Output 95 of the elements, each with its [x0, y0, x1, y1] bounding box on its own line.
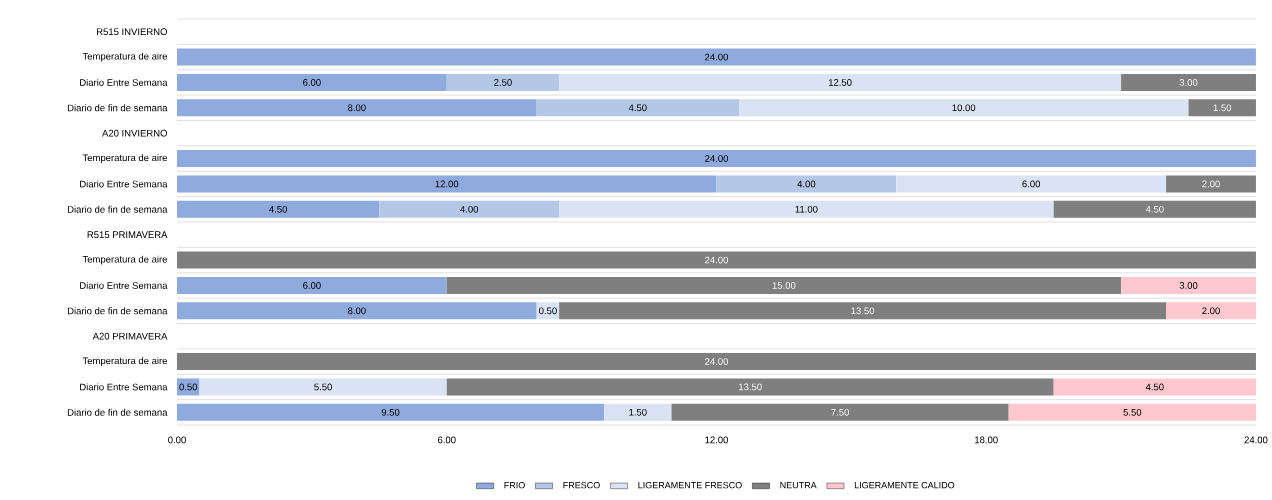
data-label: 3.00: [1179, 282, 1198, 289]
data-label: 1.50: [629, 408, 647, 416]
y-tick-label: Temperatura de aire: [82, 52, 168, 62]
data-label: 4.00: [797, 180, 816, 188]
data-label: 0.50: [179, 383, 198, 391]
y-tick-label: Diario Entre Semana: [80, 281, 168, 289]
data-label: 12.50: [828, 79, 852, 86]
data-label: 2.00: [1202, 180, 1220, 188]
data-label: 12.00: [435, 180, 459, 188]
bar: [177, 251, 1256, 269]
data-label: 5.50: [314, 383, 332, 391]
data-label: 11.00: [795, 205, 818, 213]
bar: [177, 175, 717, 193]
y-tick-label: Diario de fin de semana: [67, 408, 168, 416]
legend-label: LIGERAMENTE FRESCO: [638, 481, 742, 489]
data-label: 8.00: [348, 104, 366, 112]
data-label: 8.00: [348, 307, 366, 315]
bar: [177, 302, 537, 320]
data-label: 5.50: [1123, 408, 1142, 416]
legend-label: FRESCO: [563, 481, 600, 489]
bar: [1121, 276, 1256, 294]
data-label: 24.00: [705, 256, 728, 264]
bar: [1188, 99, 1256, 117]
bar: [671, 403, 1009, 421]
y-tick-label: Temperatura de aire: [82, 255, 168, 265]
data-label: 4.00: [460, 205, 479, 213]
y-tick-label: R515 PRIMAVERA: [87, 231, 168, 238]
legend-label: NEUTRA: [780, 482, 817, 489]
data-label: 6.00: [303, 282, 321, 289]
y-tick-label: Diario de fin de semana: [67, 104, 168, 112]
bar: [716, 175, 897, 193]
bar: [177, 73, 447, 91]
bar: [177, 150, 1256, 168]
y-tick-label: Diario de fin de semana: [67, 205, 168, 213]
x-tick-label: 0.00: [168, 436, 186, 444]
data-label: 4.50: [269, 205, 288, 213]
data-label: 4.50: [1145, 205, 1164, 213]
bar: [1053, 200, 1256, 218]
y-tick-label: Diario Entre Semana: [80, 180, 168, 188]
data-label: 2.00: [1202, 307, 1220, 315]
bar: [1121, 73, 1256, 91]
data-label: 2.50: [494, 79, 512, 86]
data-label: 4.50: [1145, 383, 1164, 391]
y-tick-label: Temperatura de aire: [82, 357, 168, 366]
data-label: 4.50: [628, 104, 647, 112]
data-label: 6.00: [1022, 180, 1041, 188]
data-label: 13.50: [739, 383, 762, 391]
bar: [199, 378, 447, 396]
data-label: 24.00: [705, 358, 728, 365]
y-tick-label: Diario Entre Semana: [80, 78, 168, 86]
bar: [379, 200, 560, 218]
bar: [177, 99, 537, 117]
y-tick-label: A20 PRIMAVERA: [92, 332, 168, 340]
bar: [536, 99, 739, 117]
data-label: 10.00: [952, 104, 976, 112]
y-tick-label: Diario de fin de semana: [67, 307, 168, 315]
bar: [896, 175, 1167, 193]
data-label: 7.50: [831, 408, 849, 416]
x-tick-label: 12.00: [705, 436, 728, 444]
bar: [446, 73, 560, 91]
bar: [559, 302, 1167, 320]
x-tick-label: 6.00: [437, 436, 456, 444]
data-label: 15.00: [772, 282, 796, 289]
x-tick-label: 18.00: [975, 436, 998, 444]
bar: [738, 99, 1189, 117]
bar: [177, 48, 1256, 66]
y-tick-label: Temperatura de aire: [82, 154, 168, 163]
data-label: 9.50: [381, 408, 400, 416]
y-tick-label: R515 INVIERNO: [96, 28, 168, 36]
bar: [559, 73, 1122, 91]
bar: [177, 353, 1256, 371]
bar: [1053, 378, 1256, 396]
bar: [604, 403, 672, 421]
data-label: 24.00: [705, 155, 728, 162]
bar: [446, 378, 1054, 396]
data-label: 13.50: [851, 307, 875, 315]
y-tick-label: Diario Entre Semana: [80, 383, 168, 391]
bar: [1008, 403, 1256, 421]
legend-label: FRIO: [504, 481, 525, 489]
bar: [1166, 302, 1256, 320]
data-label: 3.00: [1179, 79, 1198, 86]
data-label: 24.00: [705, 53, 728, 61]
bar: [177, 403, 605, 421]
y-tick-label: A20 INVIERNO: [102, 129, 168, 137]
bar: [1166, 175, 1256, 193]
bar: [177, 276, 447, 294]
data-label: 1.50: [1213, 104, 1232, 112]
bar: [177, 378, 200, 396]
x-tick-label: 24.00: [1244, 436, 1268, 444]
bar: [177, 200, 380, 218]
bar: [559, 200, 1054, 218]
legend-label: LIGERAMENTE CALIDO: [854, 481, 955, 489]
bar: [446, 276, 1122, 294]
data-label: 6.00: [303, 79, 321, 86]
data-label: 0.50: [539, 307, 557, 315]
